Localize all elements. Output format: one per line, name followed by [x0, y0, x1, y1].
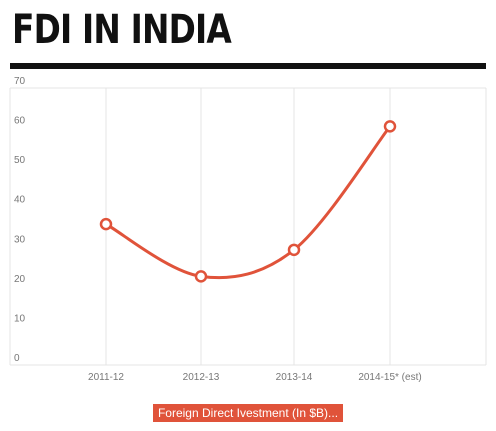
x-tick-label: 2011-12: [88, 372, 124, 383]
y-tick-label: 40: [14, 195, 26, 206]
x-axis-tick-labels: 2011-12 2012-13 2013-14 2014-15* (est): [88, 372, 422, 383]
x-tick-label: 2013-14: [276, 372, 313, 383]
title-underline: [10, 63, 486, 69]
data-points: [99, 120, 397, 283]
y-tick-label: 0: [14, 353, 20, 364]
y-tick-label: 50: [14, 155, 26, 166]
x-tick-label: 2014-15* (est): [358, 372, 421, 383]
series-lines: [104, 124, 392, 280]
x-tick-label: 2012-13: [183, 372, 220, 383]
y-tick-label: 10: [14, 313, 26, 324]
legend-item-fdi[interactable]: Foreign Direct Ivestment (In $B)...: [152, 404, 344, 422]
data-point-2011-12: [99, 217, 113, 231]
y-tick-label: 30: [14, 234, 26, 245]
y-tick-label: 70: [14, 76, 26, 87]
data-point-2014-15* (est): [383, 120, 397, 133]
series-line-fdi: [104, 124, 392, 280]
y-tick-label: 60: [14, 116, 26, 127]
page-title: FDI IN INDIA: [12, 7, 232, 53]
y-axis-tick-labels: 0 10 20 30 40 50 60 70: [14, 76, 26, 364]
data-point-2013-14: [287, 243, 301, 257]
y-tick-label: 20: [14, 274, 26, 285]
legend: Foreign Direct Ivestment (In $B)...: [0, 404, 496, 422]
grid-lines: [9, 87, 487, 366]
data-point-2012-13: [194, 270, 208, 283]
